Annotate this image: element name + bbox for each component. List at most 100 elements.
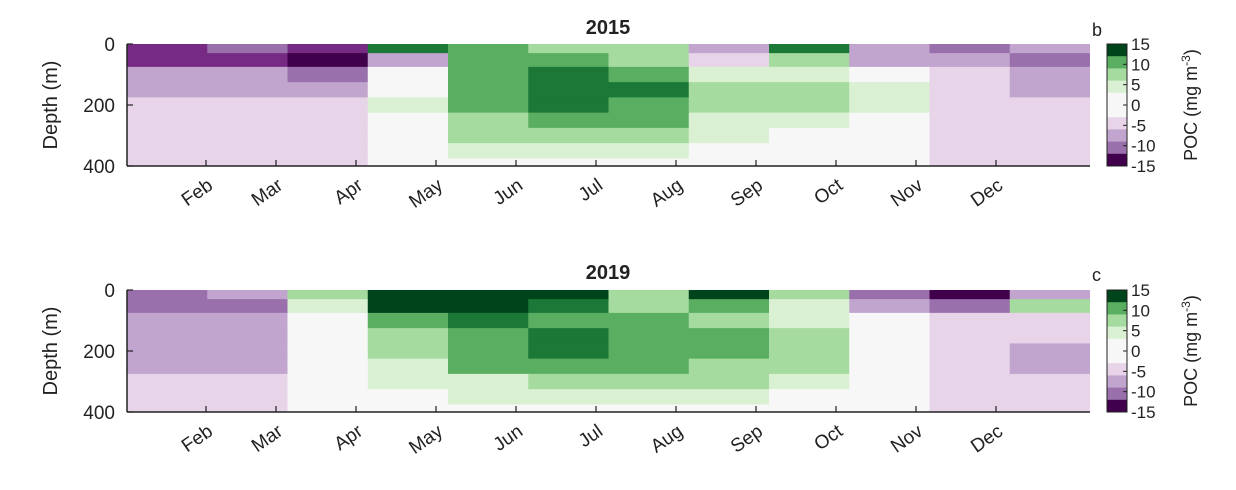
heatmap-cell: [929, 343, 1011, 360]
heatmap-cell: [207, 358, 289, 375]
heatmap-cell: [849, 112, 931, 129]
heatmap-cell: [769, 290, 850, 300]
heatmap-2015: [127, 44, 1090, 166]
y-tick-label: 400: [83, 403, 115, 424]
heatmap-cell: [528, 97, 610, 114]
heatmap-cell: [769, 158, 850, 166]
heatmap-cell: [127, 290, 208, 300]
x-tick-label: Jul: [575, 175, 607, 206]
heatmap-cell: [448, 127, 529, 144]
heatmap-cell: [849, 82, 931, 98]
colorbar-segment: [1107, 290, 1127, 303]
heatmap-cell: [287, 97, 369, 114]
heatmap-cell: [929, 112, 1011, 129]
heatmap-cell: [1009, 290, 1090, 300]
heatmap-cell: [849, 389, 931, 405]
colorbar-segment: [1107, 44, 1127, 57]
heatmap-cell: [608, 66, 690, 83]
heatmap-cell: [448, 290, 529, 300]
heatmap-cell: [367, 143, 449, 159]
colorbar-tick-label: 0: [1131, 342, 1140, 361]
colorbar-segment: [1107, 129, 1127, 143]
colorbar-segment: [1107, 56, 1127, 69]
heatmap-cell: [528, 290, 610, 300]
y-tick-label: 0: [104, 281, 115, 302]
heatmap-cell: [528, 328, 610, 344]
heatmap-cell: [528, 404, 610, 412]
heatmap-cell: [849, 127, 931, 144]
heatmap-cell: [608, 328, 690, 344]
colorbar-segment: [1107, 314, 1127, 328]
colorbar-tick-label: -15: [1131, 403, 1156, 422]
heatmap-cell: [1009, 328, 1090, 344]
heatmap-cell: [608, 312, 690, 329]
heatmap-cell: [769, 389, 850, 405]
heatmap-cell: [1009, 143, 1090, 159]
heatmap-cell: [127, 112, 208, 129]
colorbar-segment: [1107, 363, 1127, 376]
heatmap-cell: [287, 343, 369, 360]
y-tick-label: 400: [83, 157, 115, 178]
colorbar-tick-label: 15: [1131, 281, 1150, 300]
heatmap-cell: [207, 53, 289, 68]
x-tick-label: Nov: [887, 421, 927, 458]
y-tick-label: 200: [83, 96, 115, 117]
heatmap-cell: [367, 66, 449, 83]
heatmap-cell: [849, 143, 931, 159]
heatmap-cell: [448, 158, 529, 166]
x-tick-label: Aug: [647, 421, 687, 458]
heatmap-cell: [1009, 404, 1090, 412]
heatmap-cell: [688, 127, 770, 144]
heatmap-cell: [287, 290, 369, 300]
heatmap-cell: [608, 44, 690, 54]
x-tick-label: Sep: [727, 421, 767, 458]
heatmap-cell: [1009, 127, 1090, 144]
heatmap-cell: [1009, 373, 1090, 390]
colorbar-segment: [1107, 326, 1127, 340]
heatmap-cell: [528, 158, 610, 166]
heatmap-cell: [849, 158, 931, 166]
heatmap-cell: [287, 127, 369, 144]
x-tick-label: Jul: [575, 421, 607, 452]
heatmap-cell: [287, 53, 369, 68]
heatmap-2019: [127, 290, 1090, 412]
heatmap-cell: [448, 373, 529, 390]
heatmap-cell: [769, 328, 850, 344]
heatmap-cell: [127, 389, 208, 405]
heatmap-cell: [929, 373, 1011, 390]
heatmap-cell: [448, 343, 529, 360]
heatmap-cell: [287, 299, 369, 314]
heatmap-cell: [528, 373, 610, 390]
colorbar-segment: [1107, 92, 1127, 106]
heatmap-cell: [769, 312, 850, 329]
heatmap-cell: [528, 358, 610, 375]
heatmap-cell: [769, 343, 850, 360]
heatmap-cell: [287, 358, 369, 375]
heatmap-cell: [608, 97, 690, 114]
colorbar-tick-label: -5: [1131, 116, 1146, 135]
heatmap-cell: [528, 53, 610, 68]
colorbar-segment: [1107, 302, 1127, 315]
x-tick-label: Sep: [727, 175, 767, 212]
heatmap-cell: [1009, 53, 1090, 68]
colorbar-segment: [1107, 117, 1127, 130]
heatmap-cell: [127, 328, 208, 344]
heatmap-cell: [769, 82, 850, 98]
x-tick-label: May: [405, 175, 447, 213]
heatmap-cell: [367, 404, 449, 412]
heatmap-cell: [608, 127, 690, 144]
heatmap-cell: [287, 389, 369, 405]
colorbar-tick-label: -10: [1131, 137, 1156, 156]
heatmap-cell: [849, 343, 931, 360]
colorbar-tick-label: 15: [1131, 35, 1150, 54]
heatmap-cell: [849, 312, 931, 329]
heatmap-cell: [769, 53, 850, 68]
colorbar-segment: [1107, 80, 1127, 94]
colorbar-label: POC (mg m-3): [1179, 49, 1201, 161]
heatmap-cell: [849, 53, 931, 68]
heatmap-cell: [287, 112, 369, 129]
heatmap-cell: [688, 158, 770, 166]
heatmap-cell: [448, 328, 529, 344]
heatmap-cell: [849, 97, 931, 114]
heatmap-cell: [528, 143, 610, 159]
